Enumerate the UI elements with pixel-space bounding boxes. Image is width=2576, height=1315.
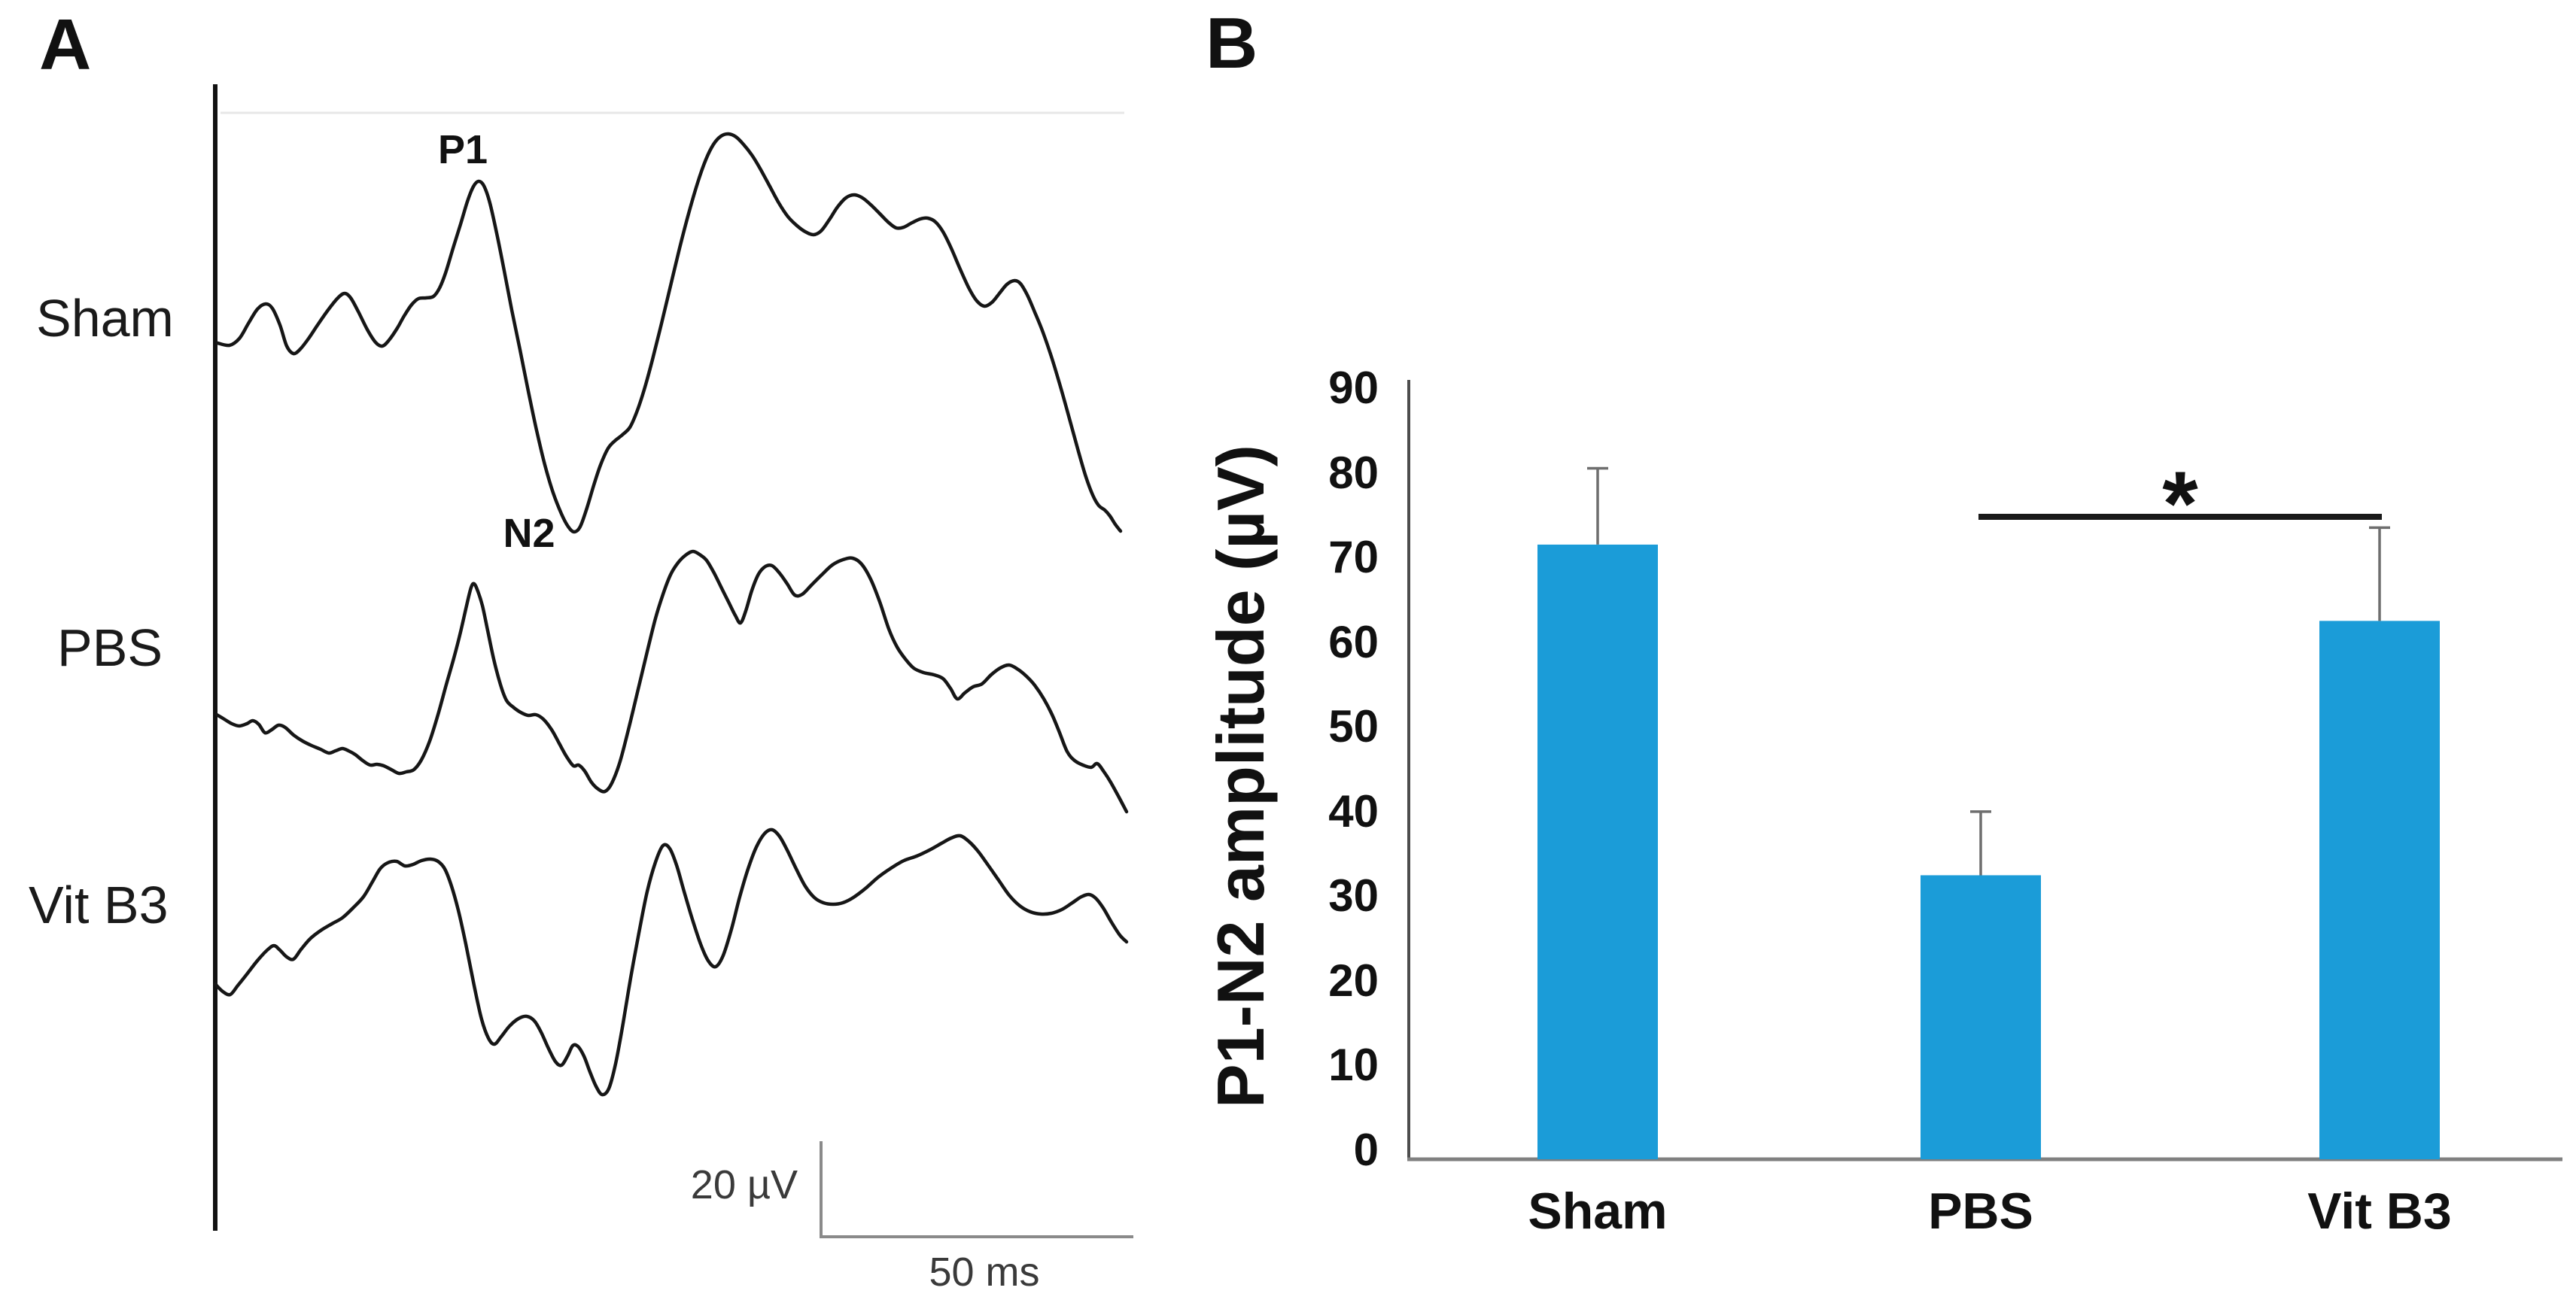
scalebar-time-label: 50 ms	[929, 1250, 1040, 1295]
y-tick-20: 20	[1328, 955, 1379, 1006]
y-tick-10: 10	[1328, 1040, 1379, 1090]
trace-label-sham: Sham	[36, 289, 174, 348]
y-tick-70: 70	[1328, 532, 1379, 582]
y-tick-60: 60	[1328, 617, 1379, 667]
panel-b-label: B	[1206, 3, 1258, 84]
x-label-vitb3: Vit B3	[2307, 1183, 2452, 1240]
bar-vitb3	[2319, 621, 2440, 1159]
p1-peak-annotation: P1	[437, 127, 488, 172]
vitb3-waveform-trace	[213, 828, 1129, 1097]
y-tick-90: 90	[1328, 363, 1379, 413]
scalebar-amplitude-label: 20 µV	[690, 1162, 798, 1207]
n2-peak-annotation: N2	[503, 511, 555, 556]
y-tick-50: 50	[1328, 701, 1379, 752]
x-label-pbs: PBS	[1928, 1183, 2033, 1240]
y-tick-0: 0	[1353, 1125, 1379, 1175]
y-tick-30: 30	[1328, 870, 1379, 921]
trace-label-vitb3: Vit B3	[29, 876, 169, 934]
trace-label-pbs: PBS	[57, 618, 163, 677]
significance-asterisk: *	[2162, 452, 2198, 554]
sham-waveform-trace	[215, 132, 1123, 534]
bar-pbs	[1921, 875, 2041, 1159]
y-tick-40: 40	[1328, 786, 1379, 837]
pbs-waveform-trace	[214, 549, 1129, 814]
panel-a-label: A	[39, 5, 92, 85]
y-tick-80: 80	[1328, 448, 1379, 498]
x-label-sham: Sham	[1528, 1183, 1668, 1240]
bar-sham	[1537, 544, 1658, 1159]
